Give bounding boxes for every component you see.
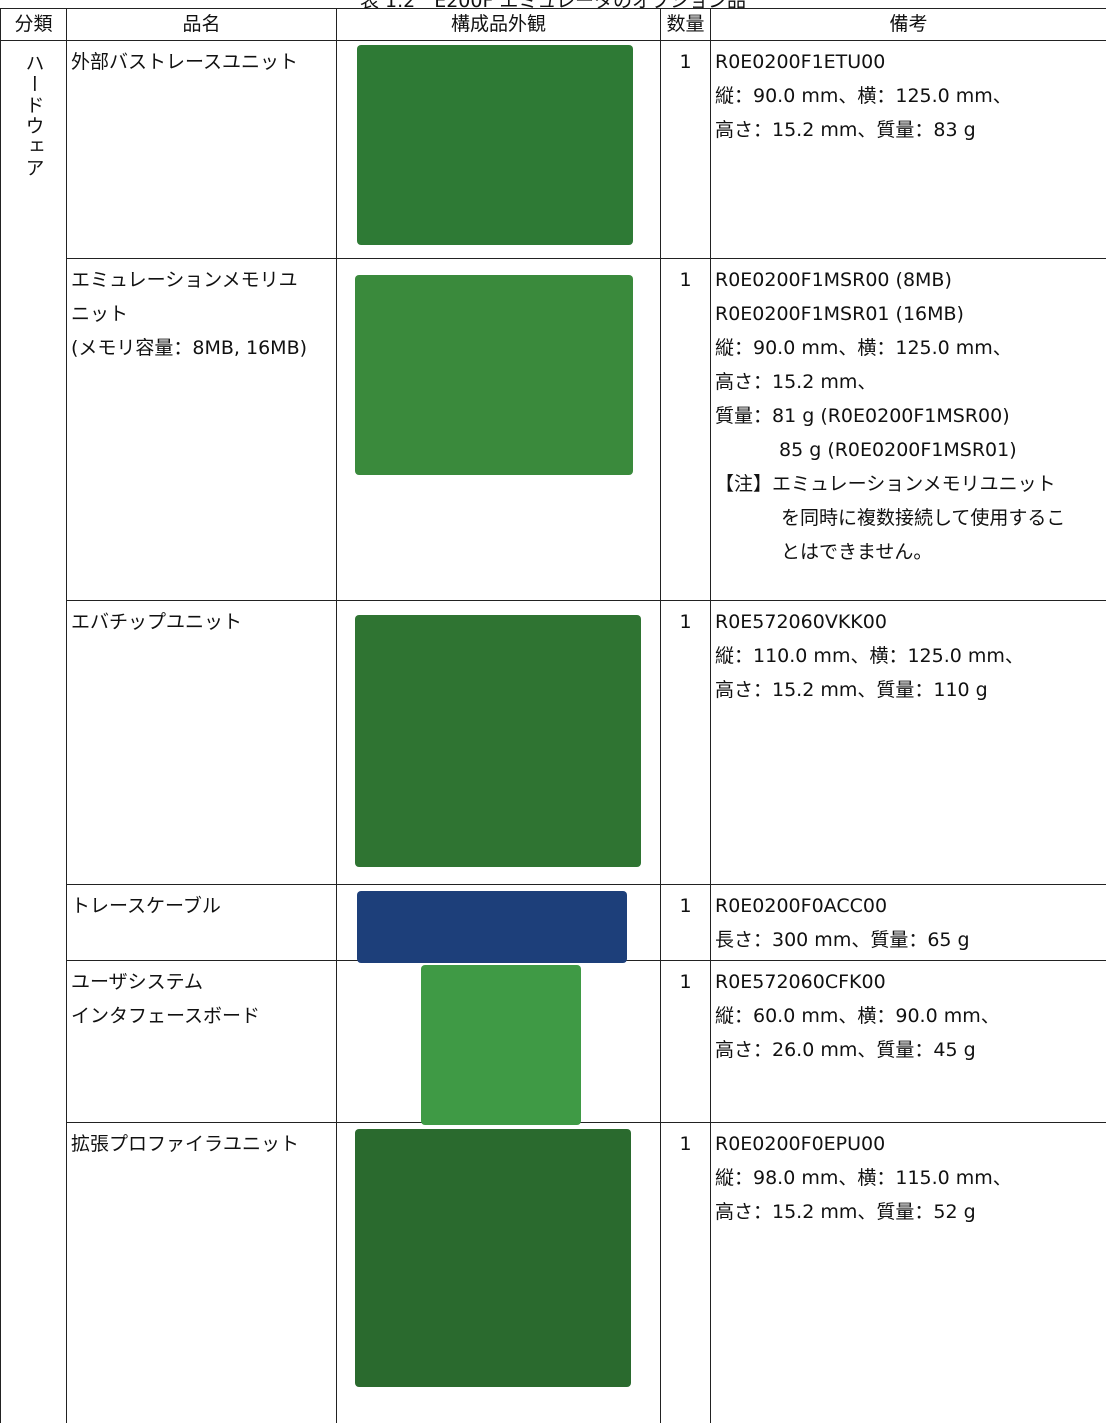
product-photo [355,615,641,867]
note-line: 高さ：15.2 mm、質量：52 g [715,1195,1104,1229]
quantity: 1 [661,961,711,1123]
photo-cell [337,961,661,1123]
note-line: 縦：90.0 mm、横：125.0 mm、 [715,331,1104,365]
note-line: R0E0200F0ACC00 [715,889,1104,923]
note-line: R0E0200F1MSR00 (8MB) [715,263,1104,297]
name-line: 拡張プロファイラユニット [71,1127,334,1161]
photo-cell [337,885,661,961]
note-line: R0E0200F1MSR01 (16MB) [715,297,1104,331]
name-cell: トレースケーブル [67,885,337,961]
name-cell: 拡張プロファイラユニット [67,1123,337,1423]
name-line: トレースケーブル [71,889,334,923]
product-photo [357,891,627,963]
name-line: 外部バストレースユニット [71,45,334,79]
category: ハードウェア [23,53,45,179]
photo-cell [337,601,661,885]
column-header: 数量 [661,9,711,41]
name-line: エミュレーションメモリユ [71,263,334,297]
note-line: 85 g (R0E0200F1MSR01) [715,433,1104,467]
product-photo [357,45,633,245]
name-line: エバチップユニット [71,605,334,639]
product-photo [355,1129,631,1387]
note-line: R0E0200F0EPU00 [715,1127,1104,1161]
note-line: 高さ：26.0 mm、質量：45 g [715,1033,1104,1067]
note-line: 長さ：300 mm、質量：65 g [715,923,1104,957]
column-header: 備考 [711,9,1106,41]
note-line: 【注】エミュレーションメモリユニット [715,467,1104,501]
note-line: 高さ：15.2 mm、 [715,365,1104,399]
quantity: 1 [661,1123,711,1423]
note-line: 縦：110.0 mm、横：125.0 mm、 [715,639,1104,673]
photo-cell [337,259,661,601]
note-line: とはできません。 [715,535,1104,569]
name-line: ユーザシステム [71,965,334,999]
note-line: 質量：81 g (R0E0200F1MSR00) [715,399,1104,433]
name-cell: 外部バストレースユニット [67,41,337,259]
note-line: を同時に複数接続して使用するこ [715,501,1104,535]
photo-cell [337,1123,661,1423]
note-line: 縦：90.0 mm、横：125.0 mm、 [715,79,1104,113]
name-line: ニット [71,297,334,331]
name-cell: ユーザシステムインタフェースボード [67,961,337,1123]
product-photo [421,965,581,1125]
product-photo [355,275,633,475]
note-line: 高さ：15.2 mm、質量：110 g [715,673,1104,707]
category-cell: ハードウェア [1,41,67,1423]
name-line: (メモリ容量：8MB, 16MB) [71,331,334,365]
column-header: 品名 [67,9,337,41]
quantity: 1 [661,41,711,259]
note-line: 縦：60.0 mm、横：90.0 mm、 [715,999,1104,1033]
column-header: 構成品外観 [337,9,661,41]
page: 表 1.2 E200F エミュレータのオプション品 分類品名構成品外観数量備考 … [0,0,1106,1388]
note-line: 高さ：15.2 mm、質量：83 g [715,113,1104,147]
name-cell: エミュレーションメモリユニット(メモリ容量：8MB, 16MB) [67,259,337,601]
quantity: 1 [661,601,711,885]
note-line: R0E0200F1ETU00 [715,45,1104,79]
name-cell: エバチップユニット [67,601,337,885]
notes-cell: R0E0200F1MSR00 (8MB)R0E0200F1MSR01 (16MB… [711,259,1106,601]
name-line: インタフェースボード [71,999,334,1033]
note-line: 縦：98.0 mm、横：115.0 mm、 [715,1161,1104,1195]
column-header: 分類 [1,9,67,41]
quantity: 1 [661,259,711,601]
photo-cell [337,41,661,259]
note-line: R0E572060VKK00 [715,605,1104,639]
note-line: R0E572060CFK00 [715,965,1104,999]
quantity: 1 [661,885,711,961]
header-row: 分類品名構成品外観数量備考 [1,9,1106,41]
